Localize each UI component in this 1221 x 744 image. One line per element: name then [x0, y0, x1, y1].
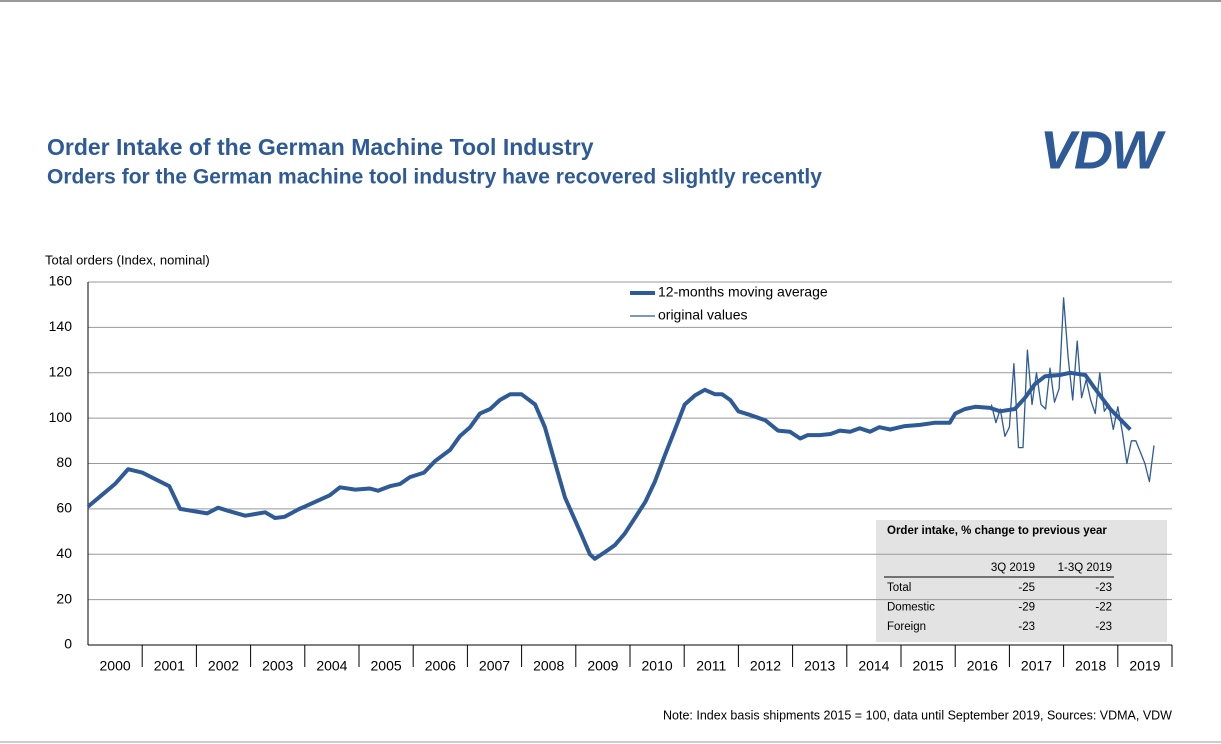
y-tick-label: 60 [56, 500, 72, 516]
table-cell: Total [887, 582, 911, 594]
x-tick-label: 2015 [913, 658, 944, 674]
table-header: 3Q 2019 [991, 562, 1035, 574]
y-tick-label: 120 [49, 363, 73, 379]
x-tick-label: 2012 [750, 658, 781, 674]
x-tick-label: 2004 [316, 658, 347, 674]
table-cell: Foreign [887, 621, 926, 633]
note: Note: Index basis shipments 2015 = 100, … [663, 708, 1172, 722]
x-tick-label: 2005 [371, 658, 402, 674]
x-tick-label: 2003 [262, 658, 293, 674]
table-cell: -23 [1018, 621, 1035, 633]
y-tick-label: 140 [49, 318, 73, 334]
table-cell: Domestic [887, 602, 935, 614]
table-title: Order intake, % change to previous year [887, 525, 1107, 537]
x-tick-label: 2001 [154, 658, 185, 674]
x-tick-label: 2007 [479, 658, 510, 674]
summary-table: Order intake, % change to previous year … [876, 520, 1167, 642]
table-cell: -25 [1018, 582, 1035, 594]
table-cell: -22 [1095, 602, 1112, 614]
logo: VDW [1040, 120, 1166, 180]
x-tick-label: 2019 [1129, 658, 1160, 674]
x-tick-label: 2013 [804, 658, 835, 674]
x-tick-label: 2009 [587, 658, 618, 674]
series-line [990, 297, 1155, 483]
x-tick-label: 2016 [967, 658, 998, 674]
x-tick-label: 2002 [208, 658, 239, 674]
x-tick-label: 2011 [696, 658, 726, 674]
y-tick-label: 0 [64, 636, 72, 652]
table-cell: -29 [1018, 602, 1035, 614]
legend-label: 12-months moving average [658, 284, 828, 300]
legend-label: original values [658, 307, 748, 323]
table-cell: -23 [1095, 582, 1112, 594]
table-cell: -23 [1095, 621, 1112, 633]
title: Order Intake of the German Machine Tool … [47, 134, 594, 160]
y-tick-label: 160 [49, 273, 73, 289]
y-tick-label: 80 [56, 454, 72, 470]
x-tick-label: 2000 [100, 658, 131, 674]
subtitle: Orders for the German machine tool indus… [47, 166, 822, 189]
series-line [86, 370, 1132, 561]
y-tick-label: 20 [56, 590, 72, 606]
x-tick-label: 2014 [858, 658, 889, 674]
table-header: 1-3Q 2019 [1058, 562, 1112, 574]
y-tick-label: 100 [49, 409, 73, 425]
x-tick-label: 2010 [642, 658, 673, 674]
x-tick-label: 2008 [533, 658, 564, 674]
table-background [876, 520, 1167, 642]
y-tick-label: 40 [56, 545, 72, 561]
x-tick-label: 2017 [1021, 658, 1052, 674]
x-tick-label: 2006 [425, 658, 456, 674]
x-tick-label: 2018 [1075, 658, 1106, 674]
y-axis-label: Total orders (Index, nominal) [45, 252, 210, 267]
